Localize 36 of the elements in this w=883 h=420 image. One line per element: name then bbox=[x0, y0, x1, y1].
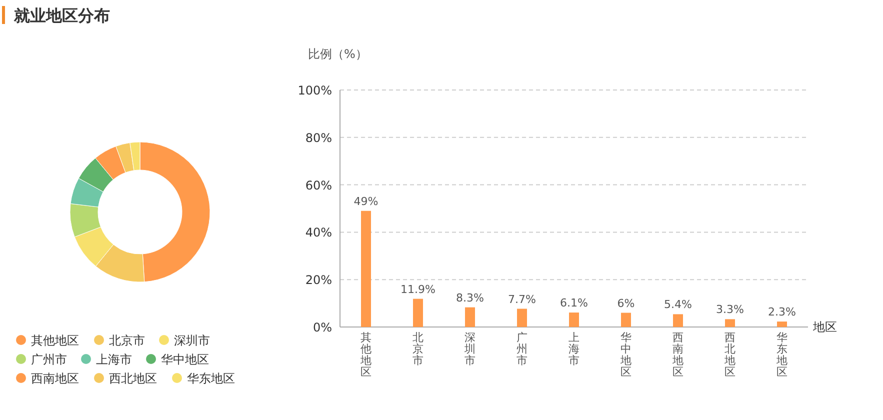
x-tick-label: 其他地区 bbox=[360, 331, 372, 378]
bar bbox=[673, 314, 683, 327]
x-tick-label: 北京市 bbox=[412, 331, 424, 367]
bar bbox=[465, 307, 475, 327]
x-tick-label: 深圳市 bbox=[464, 331, 476, 367]
y-axis-title: 比例（%） bbox=[308, 47, 368, 61]
x-axis-title: 地区 bbox=[812, 320, 837, 334]
y-tick-label: 60% bbox=[305, 178, 332, 192]
bar bbox=[725, 319, 735, 327]
x-tick-label: 西北地区 bbox=[724, 331, 736, 378]
data-label: 49% bbox=[354, 194, 378, 208]
bar bbox=[413, 298, 423, 327]
y-tick-label: 0% bbox=[312, 320, 332, 334]
data-label: 5.4% bbox=[664, 298, 692, 312]
y-tick-label: 80% bbox=[305, 130, 332, 145]
x-tick-label: 华中地区 bbox=[620, 331, 632, 378]
y-tick-label: 20% bbox=[305, 273, 332, 288]
x-tick-label: 西南地区 bbox=[672, 331, 684, 378]
x-tick-label: 上海市 bbox=[568, 331, 580, 367]
data-label: 6% bbox=[617, 296, 635, 310]
bar bbox=[361, 210, 371, 327]
data-label: 3.3% bbox=[716, 303, 744, 316]
bar bbox=[517, 308, 527, 327]
data-label: 7.7% bbox=[508, 292, 536, 306]
x-tick-label: 华东地区 bbox=[776, 331, 788, 378]
bar bbox=[777, 322, 787, 327]
bar bbox=[569, 312, 579, 327]
bar bbox=[621, 312, 631, 327]
chart-title: 就业地区分布 bbox=[13, 6, 110, 25]
data-label: 6.1% bbox=[560, 296, 588, 310]
data-label: 2.3% bbox=[768, 306, 796, 319]
y-tick-label: 40% bbox=[305, 226, 332, 240]
y-tick-label: 100% bbox=[298, 84, 332, 98]
x-tick-label: 广州市 bbox=[516, 331, 528, 367]
data-label: 11.9% bbox=[400, 282, 436, 296]
data-label: 8.3% bbox=[456, 291, 484, 304]
